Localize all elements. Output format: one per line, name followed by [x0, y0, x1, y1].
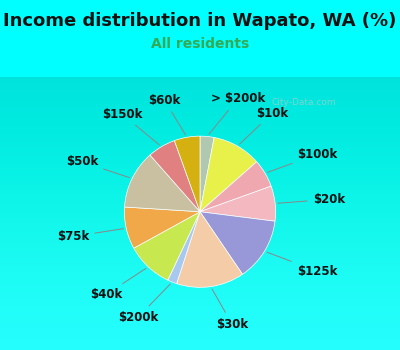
Text: $40k: $40k	[90, 268, 146, 301]
Text: $100k: $100k	[268, 147, 338, 172]
Text: $30k: $30k	[212, 289, 248, 330]
Wedge shape	[124, 207, 200, 248]
Wedge shape	[200, 186, 276, 221]
Wedge shape	[124, 155, 200, 212]
Wedge shape	[150, 141, 200, 212]
Text: $150k: $150k	[102, 108, 159, 145]
Text: $75k: $75k	[57, 229, 124, 243]
Wedge shape	[177, 212, 242, 287]
Text: All residents: All residents	[151, 37, 249, 51]
Text: City-Data.com: City-Data.com	[272, 98, 336, 107]
Wedge shape	[200, 162, 271, 212]
Text: Income distribution in Wapato, WA (%): Income distribution in Wapato, WA (%)	[3, 12, 397, 30]
Wedge shape	[200, 212, 275, 274]
Text: $125k: $125k	[267, 252, 337, 278]
Wedge shape	[168, 212, 200, 284]
Text: $20k: $20k	[278, 193, 345, 206]
Text: > $200k: > $200k	[209, 92, 265, 134]
Text: $200k: $200k	[118, 284, 170, 324]
Wedge shape	[200, 138, 257, 212]
Text: $60k: $60k	[148, 93, 186, 135]
Wedge shape	[134, 212, 200, 280]
Text: $50k: $50k	[66, 155, 130, 177]
Wedge shape	[200, 136, 214, 212]
Wedge shape	[174, 136, 200, 212]
Text: $10k: $10k	[240, 107, 288, 144]
